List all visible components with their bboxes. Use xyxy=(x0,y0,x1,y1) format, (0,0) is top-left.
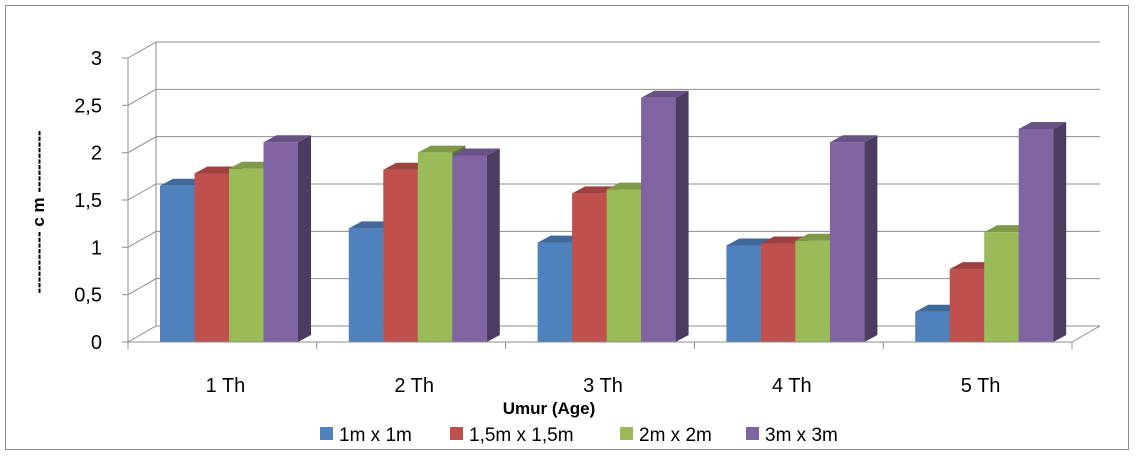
legend-swatch xyxy=(320,427,333,440)
y-tick-label: 2,5 xyxy=(74,95,102,117)
bar xyxy=(263,135,311,342)
gridline xyxy=(127,41,1100,59)
bar-top xyxy=(452,148,500,156)
bar-front xyxy=(229,168,264,342)
bar-front xyxy=(263,142,298,342)
legend-label: 1,5m x 1,5m xyxy=(469,425,574,446)
bar-side xyxy=(486,148,500,342)
bar xyxy=(452,148,500,342)
floor-edge xyxy=(1071,325,1101,343)
bar-front xyxy=(194,173,229,342)
bars xyxy=(160,90,1067,342)
bar xyxy=(641,90,689,342)
bar-side xyxy=(675,90,689,342)
bar-front xyxy=(1018,129,1054,342)
axes: 0 0,5 1 1,5 2 2,5 3 1 Th 2 Th 3 Th 4 Th 5 Th xyxy=(74,48,1073,397)
bar-front xyxy=(726,245,761,342)
legend-swatch xyxy=(450,427,463,440)
y-tick-label: 1 xyxy=(91,237,102,259)
bar-front xyxy=(383,169,418,342)
legend-label: 1m x 1m xyxy=(339,425,412,446)
x-tick-label: 5 Th xyxy=(961,375,1001,397)
y-tick-label: 2 xyxy=(91,143,102,165)
bar-front xyxy=(348,228,384,342)
x-tick-label: 2 Th xyxy=(394,375,434,397)
bar-front xyxy=(829,142,865,342)
y-tick-label: 0 xyxy=(91,332,102,354)
bar-top xyxy=(263,135,311,143)
bar-front xyxy=(160,185,195,342)
y-tick-label: 0,5 xyxy=(74,285,102,307)
y-tick-label: 1,5 xyxy=(74,190,102,212)
bar xyxy=(829,135,878,342)
x-tick-label: 3 Th xyxy=(583,375,623,397)
y-tick-label: 3 xyxy=(91,48,102,70)
bar-top xyxy=(1018,122,1067,129)
gridline xyxy=(127,88,1100,106)
legend-swatch xyxy=(746,427,759,440)
bar-front xyxy=(572,193,607,342)
legend-label: 2m x 2m xyxy=(639,425,712,446)
legend: 1m x 1m 1,5m x 1,5m 2m x 2m 3m x 3m xyxy=(320,425,838,446)
bar-front xyxy=(915,311,950,342)
bar-front xyxy=(949,269,985,342)
bar-front xyxy=(417,152,453,342)
legend-label: 3m x 3m xyxy=(765,425,838,446)
bar-top xyxy=(829,135,878,143)
x-tick-label: 1 Th xyxy=(206,375,246,397)
legend-swatch xyxy=(620,427,633,440)
bar-side xyxy=(298,135,311,342)
legend-item: 1,5m x 1,5m xyxy=(450,425,574,446)
legend-item: 1m x 1m xyxy=(320,425,412,446)
bar-front xyxy=(984,232,1019,342)
bar-side xyxy=(1053,122,1067,342)
x-tick-label: 4 Th xyxy=(772,375,812,397)
bar-side xyxy=(864,135,878,342)
x-axis-title: Umur (Age) xyxy=(503,399,596,418)
bar-front xyxy=(760,243,796,342)
bar-front xyxy=(452,155,487,342)
bar-front xyxy=(537,242,573,342)
legend-item: 3m x 3m xyxy=(746,425,838,446)
bar-top xyxy=(641,90,689,98)
legend-item: 2m x 2m xyxy=(620,425,712,446)
bar-top xyxy=(417,145,466,153)
y-axis-title: ----------- c m ----------- xyxy=(29,130,48,293)
bar-front xyxy=(641,97,676,342)
bar-front xyxy=(795,240,830,342)
bar-front xyxy=(606,189,642,342)
bar xyxy=(1018,122,1067,342)
